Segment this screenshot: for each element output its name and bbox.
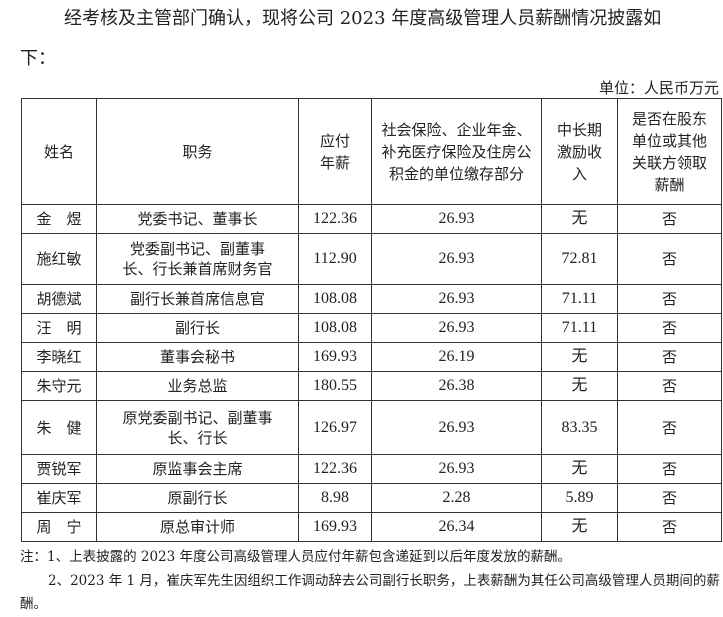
compensation-table: 姓名 职务 应付年薪 社会保险、企业年金、补充医疗保险及住房公积金的单位缴存部分… — [21, 98, 722, 542]
cell-related-party: 否 — [617, 400, 722, 455]
cell-incentive: 71.11 — [541, 284, 618, 314]
cell-salary: 122.36 — [298, 454, 372, 484]
cell-related-party: 否 — [617, 284, 722, 314]
cell-related-party: 否 — [617, 313, 722, 343]
cell-insurance: 26.93 — [371, 454, 542, 484]
cell-salary: 108.08 — [298, 313, 372, 343]
table-row: 贾锐军 原监事会主席 122.36 26.93 无否 — [21, 454, 722, 484]
cell-related-party: 否 — [617, 512, 722, 542]
table-row: 汪 明副行长 108.08 26.93 71.11 否 — [21, 313, 722, 343]
cell-position: 原总审计师 — [96, 512, 299, 542]
cell-related-party: 否 — [617, 233, 722, 285]
cell-insurance: 26.38 — [371, 371, 542, 401]
cell-insurance: 26.93 — [371, 204, 542, 234]
cell-related-party: 否 — [617, 342, 722, 372]
cell-salary: 180.55 — [298, 371, 372, 401]
cell-name: 周 宁 — [21, 512, 97, 542]
header-incentive: 中长期激励收入 — [541, 98, 618, 205]
notes: 注：1、上表披露的 2023 年度公司高级管理人员应付年薪包含递延到以后年度发放… — [20, 546, 720, 617]
table-row: 施红敏 党委副书记、副董事长、行长兼首席财务官 112.90 26.93 72.81 否 — [21, 233, 722, 285]
cell-position: 党委书记、董事长 — [96, 204, 299, 234]
table-row: 胡德斌 副行长兼首席信息官 108.08 26.93 71.11 否 — [21, 284, 722, 314]
cell-related-party: 否 — [617, 454, 722, 484]
cell-salary: 8.98 — [298, 483, 372, 513]
cell-name: 朱守元 — [21, 371, 97, 401]
header-insurance: 社会保险、企业年金、补充医疗保险及住房公积金的单位缴存部分 — [371, 98, 542, 205]
cell-name: 汪 明 — [21, 313, 97, 343]
table-row: 金 煜党委书记、董事长 122.36 26.93 无否 — [21, 204, 722, 234]
cell-incentive: 72.81 — [541, 233, 618, 285]
cell-insurance: 26.93 — [371, 313, 542, 343]
cell-salary: 169.93 — [298, 512, 372, 542]
cell-related-party: 否 — [617, 483, 722, 513]
cell-name: 施红敏 — [21, 233, 97, 285]
cell-incentive: 83.35 — [541, 400, 618, 455]
cell-insurance: 26.34 — [371, 512, 542, 542]
cell-position: 副行长 — [96, 313, 299, 343]
cell-incentive: 无 — [541, 371, 618, 401]
intro-paragraph-end: 下： — [20, 48, 56, 69]
cell-related-party: 否 — [617, 371, 722, 401]
cell-incentive: 无 — [541, 454, 618, 484]
header-salary: 应付年薪 — [298, 98, 372, 205]
cell-position: 原监事会主席 — [96, 454, 299, 484]
cell-name: 崔庆军 — [21, 483, 97, 513]
cell-incentive: 71.11 — [541, 313, 618, 343]
cell-insurance: 26.93 — [371, 284, 542, 314]
header-related-party: 是否在股东单位或其他关联方领取薪酬 — [617, 98, 722, 205]
cell-position: 副行长兼首席信息官 — [96, 284, 299, 314]
note-1: 注：1、上表披露的 2023 年度公司高级管理人员应付年薪包含递延到以后年度发放… — [20, 549, 572, 565]
cell-incentive: 无 — [541, 204, 618, 234]
table-header-row: 姓名 职务 应付年薪 社会保险、企业年金、补充医疗保险及住房公积金的单位缴存部分… — [21, 98, 722, 205]
cell-salary: 112.90 — [298, 233, 372, 285]
cell-name: 胡德斌 — [21, 284, 97, 314]
cell-name: 李晓红 — [21, 342, 97, 372]
cell-salary: 169.93 — [298, 342, 372, 372]
table-row: 崔庆军 原副行长 8.98 2.28 5.89 否 — [21, 483, 722, 513]
cell-position: 业务总监 — [96, 371, 299, 401]
table-row: 朱守元 业务总监 180.55 26.38 无否 — [21, 371, 722, 401]
cell-salary: 126.97 — [298, 400, 372, 455]
cell-incentive: 无 — [541, 512, 618, 542]
cell-insurance: 2.28 — [371, 483, 542, 513]
header-position: 职务 — [96, 98, 299, 205]
cell-position: 原党委副书记、副董事长、行长 — [96, 400, 299, 455]
cell-insurance: 26.19 — [371, 342, 542, 372]
unit-label: 单位：人民币万元 — [598, 79, 719, 97]
cell-related-party: 否 — [617, 204, 722, 234]
table-row: 朱 健原党委副书记、副董事长、行长 126.97 26.93 83.35 否 — [21, 400, 722, 455]
cell-salary: 108.08 — [298, 284, 372, 314]
cell-position: 董事会秘书 — [96, 342, 299, 372]
table-row: 周 宁原总审计师 169.93 26.34 无否 — [21, 512, 722, 542]
cell-insurance: 26.93 — [371, 233, 542, 285]
cell-salary: 122.36 — [298, 204, 372, 234]
cell-incentive: 无 — [541, 342, 618, 372]
cell-name: 金 煜 — [21, 204, 97, 234]
cell-position: 党委副书记、副董事长、行长兼首席财务官 — [96, 233, 299, 285]
cell-position: 原副行长 — [96, 483, 299, 513]
note-2: 2、2023 年 1 月，崔庆军先生因组织工作调动辞去公司副行长职务，上表薪酬为… — [20, 572, 720, 613]
cell-insurance: 26.93 — [371, 400, 542, 455]
cell-name: 朱 健 — [21, 400, 97, 455]
cell-name: 贾锐军 — [21, 454, 97, 484]
intro-paragraph: 经考核及主管部门确认，现将公司 2023 年度高级管理人员薪酬情况披露如 — [64, 8, 662, 29]
cell-incentive: 5.89 — [541, 483, 618, 513]
table-row: 李晓红 董事会秘书 169.93 26.19 无否 — [21, 342, 722, 372]
header-name: 姓名 — [21, 98, 97, 205]
